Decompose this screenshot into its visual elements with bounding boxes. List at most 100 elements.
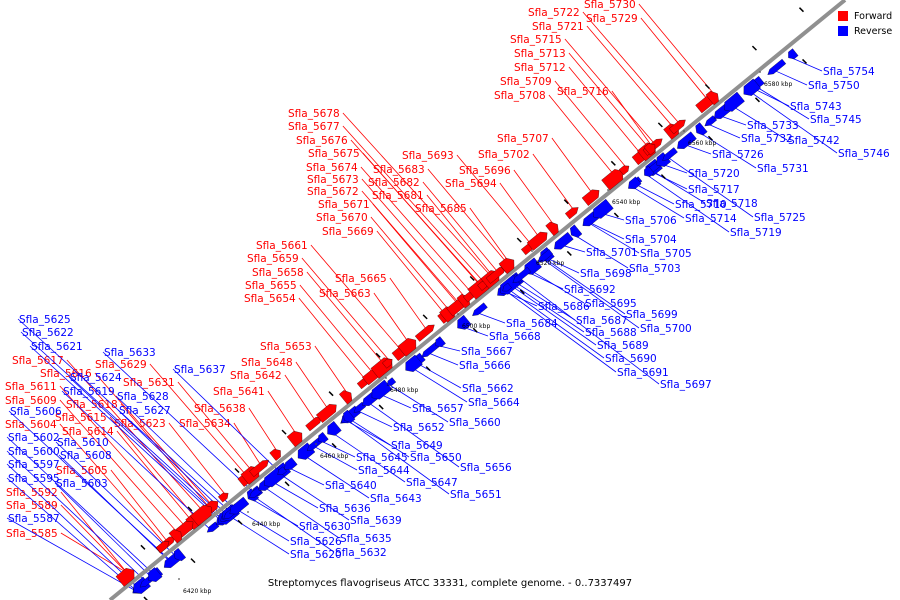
- reverse-gene-label: Sfla_5732: [741, 133, 793, 145]
- reverse-gene-mark: [318, 431, 329, 443]
- forward-gene-label: Sfla_5629: [95, 359, 147, 371]
- forward-leader-line: [568, 66, 641, 154]
- reverse-gene-label: Sfla_5600: [8, 446, 60, 458]
- reverse-gene-label: Sfla_5743: [790, 101, 842, 113]
- reverse-gene-label: Sfla_5686: [538, 301, 590, 313]
- reverse-leader-line: [237, 509, 290, 542]
- forward-leader-line: [586, 25, 674, 128]
- reverse-leader-line: [668, 157, 754, 218]
- reverse-gene-mark: [371, 379, 393, 400]
- reverse-gene-label: Sfla_5697: [660, 379, 712, 391]
- forward-leader-line: [568, 52, 649, 148]
- forward-gene-label: Sfla_5661: [256, 240, 308, 252]
- reverse-leader-line: [775, 70, 808, 86]
- reverse-gene-label: Sfla_5718: [706, 198, 758, 210]
- reverse-leader-line: [647, 175, 730, 233]
- reverse-leader-line: [520, 278, 660, 385]
- reverse-gene-label: Sfla_5720: [688, 168, 740, 180]
- reverse-gene-label: Sfla_5710: [675, 199, 727, 211]
- feature-dash: [801, 58, 808, 64]
- forward-gene-mark: [545, 221, 559, 237]
- reverse-gene-label: Sfla_5620: [290, 549, 342, 561]
- reverse-leader-line: [54, 482, 154, 580]
- reverse-leader-line: [321, 441, 356, 458]
- forward-leader-line: [548, 94, 615, 176]
- forward-gene-label: Sfla_5708: [494, 90, 546, 102]
- forward-leader-line: [638, 3, 715, 95]
- scale-tick-label: 6500 kbp: [462, 323, 490, 330]
- forward-leader-line: [361, 190, 459, 303]
- reverse-gene-label: Sfla_5701: [586, 247, 638, 259]
- forward-gene-label: Sfla_5677: [288, 121, 340, 133]
- reverse-leader-line: [589, 222, 640, 254]
- reverse-gene-label: Sfla_5668: [489, 331, 541, 343]
- forward-gene-label: Sfla_5615: [55, 412, 107, 424]
- forward-gene-label: Sfla_5696: [459, 165, 511, 177]
- reverse-gene-label: Sfla_5606: [10, 406, 62, 418]
- forward-gene-mark: [189, 504, 212, 527]
- forward-gene-mark: [286, 430, 303, 448]
- reverse-gene-mark: [457, 314, 472, 330]
- reverse-gene-label: Sfla_5630: [299, 521, 351, 533]
- forward-gene-label: Sfla_5730: [584, 0, 636, 11]
- forward-leader-line: [301, 257, 389, 360]
- reverse-gene-mark: [644, 165, 655, 177]
- feature-dash: [660, 174, 666, 180]
- feature-dash: [613, 212, 619, 218]
- forward-leader-line: [60, 532, 128, 574]
- reverse-leader-line: [439, 345, 461, 352]
- reverse-gene-label: Sfla_5656: [460, 462, 512, 474]
- forward-leader-line: [310, 244, 401, 350]
- reverse-gene-mark: [386, 377, 397, 386]
- reverse-gene-label: Sfla_5746: [838, 148, 890, 160]
- reverse-gene-label: Sfla_5700: [640, 323, 692, 335]
- forward-leader-line: [295, 361, 329, 410]
- reverse-gene-label: Sfla_5660: [449, 417, 501, 429]
- forward-gene-label: Sfla_5715: [510, 34, 562, 46]
- reverse-leader-line: [513, 284, 585, 333]
- forward-leader-line: [342, 125, 484, 282]
- feature-dash: [425, 366, 431, 372]
- forward-gene-mark: [705, 90, 719, 106]
- reverse-gene-mark: [662, 147, 678, 161]
- reverse-gene-mark: [435, 336, 446, 348]
- reverse-leader-line: [29, 345, 224, 523]
- scale-tick-mark: [385, 377, 387, 379]
- reverse-gene-label: Sfla_5687: [576, 315, 628, 327]
- feature-dash: [328, 391, 334, 397]
- reverse-leader-line: [699, 132, 757, 169]
- reverse-leader-line: [58, 454, 173, 565]
- forward-leader-line: [389, 277, 427, 330]
- forward-gene-label: Sfla_5694: [445, 178, 497, 190]
- forward-gene-label: Sfla_5693: [402, 150, 454, 162]
- reverse-leader-line: [511, 285, 597, 346]
- reverse-leader-line: [462, 326, 489, 337]
- forward-gene-label: Sfla_5681: [372, 190, 424, 202]
- forward-gene-label: Sfla_5618: [66, 399, 118, 411]
- forward-gene-mark: [217, 492, 229, 503]
- forward-leader-line: [422, 181, 498, 272]
- feature-dash: [187, 506, 193, 512]
- forward-leader-line: [110, 469, 167, 541]
- forward-gene-label: Sfla_5671: [318, 199, 370, 211]
- reverse-gene-mark: [628, 176, 642, 190]
- scale-tick-mark: [607, 189, 609, 191]
- reverse-leader-line: [516, 282, 576, 321]
- reverse-gene-label: Sfla_5650: [410, 452, 462, 464]
- forward-gene-mark: [498, 257, 515, 275]
- forward-gene-label: Sfla_5605: [56, 465, 108, 477]
- reverse-gene-label: Sfla_5595: [8, 473, 60, 485]
- forward-gene-label: Sfla_5729: [586, 13, 638, 25]
- forward-gene-label: Sfla_5673: [307, 174, 359, 186]
- reverse-gene-label: Sfla_5706: [625, 215, 677, 227]
- reverse-leader-line: [390, 385, 449, 423]
- reverse-leader-line: [429, 353, 459, 366]
- reverse-leader-line: [115, 395, 237, 512]
- forward-gene-label: Sfla_5669: [322, 226, 374, 238]
- scale-tick-mark: [247, 511, 249, 513]
- feature-dash: [563, 199, 569, 205]
- feature-dash: [798, 7, 805, 13]
- forward-leader-line: [513, 169, 554, 225]
- reverse-leader-line: [20, 331, 227, 520]
- reverse-leader-line: [505, 290, 617, 373]
